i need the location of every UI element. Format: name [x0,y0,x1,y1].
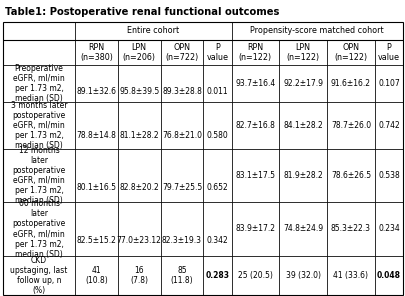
Text: 81.9±28.2: 81.9±28.2 [283,171,323,180]
Text: 80.1±16.5: 80.1±16.5 [77,183,117,192]
Text: 0.580: 0.580 [207,131,228,140]
Text: 82.8±20.2: 82.8±20.2 [119,183,159,192]
Text: 41
(10.8): 41 (10.8) [85,266,108,285]
Text: 78.7±26.0: 78.7±26.0 [331,121,371,130]
Text: RPN
(n=122): RPN (n=122) [239,43,272,62]
Text: 0.342: 0.342 [207,236,228,245]
Text: 93.7±16.4: 93.7±16.4 [235,79,275,88]
Text: 16
(7.8): 16 (7.8) [130,266,148,285]
Text: 78.8±14.8: 78.8±14.8 [77,131,116,140]
Text: 89.1±32.6: 89.1±32.6 [77,87,117,96]
Text: 84.1±28.2: 84.1±28.2 [283,121,323,130]
Text: 39 (32.0): 39 (32.0) [286,271,321,280]
Text: 85
(11.8): 85 (11.8) [171,266,193,285]
Text: 85.3±22.3: 85.3±22.3 [331,224,371,234]
Text: 0.048: 0.048 [377,271,401,280]
Text: 91.6±16.2: 91.6±16.2 [331,79,371,88]
Text: 0.107: 0.107 [378,79,400,88]
Text: P
value: P value [207,43,228,62]
Text: 3 months later
postoperative
eGFR, ml/min
per 1.73 m2,
median (SD): 3 months later postoperative eGFR, ml/mi… [11,101,67,150]
Text: LPN
(n=122): LPN (n=122) [287,43,320,62]
Text: 41 (33.6): 41 (33.6) [333,271,369,280]
Text: 0.652: 0.652 [207,183,228,192]
Text: 0.538: 0.538 [378,171,400,180]
Text: 25 (20.5): 25 (20.5) [238,271,273,280]
Text: Entire cohort: Entire cohort [127,26,179,35]
Text: 92.2±17.9: 92.2±17.9 [283,79,323,88]
Text: 81.1±28.2: 81.1±28.2 [119,131,159,140]
Text: P
value: P value [378,43,400,62]
Text: 95.8±39.5: 95.8±39.5 [119,87,159,96]
Text: Propensity-score matched cohort: Propensity-score matched cohort [250,26,384,35]
Text: 82.3±19.3: 82.3±19.3 [162,236,202,245]
Text: RPN
(n=380): RPN (n=380) [80,43,113,62]
Text: Preoperative
eGFR, ml/min
per 1.73 m2,
median (SD): Preoperative eGFR, ml/min per 1.73 m2, m… [13,64,65,103]
Text: 0.234: 0.234 [378,224,400,234]
Text: 77.0±23.12: 77.0±23.12 [117,236,162,245]
Text: 12 months
later
postoperative
eGFR, ml/min
per 1.73 m2,
median (SD): 12 months later postoperative eGFR, ml/m… [13,146,66,205]
Text: CKD
upstaging, last
follow up, n
(%): CKD upstaging, last follow up, n (%) [11,255,68,295]
Text: 60 months
later
postoperative
eGFR, ml/min
per 1.73 m2,
median (SD): 60 months later postoperative eGFR, ml/m… [13,199,66,259]
Text: 79.7±25.5: 79.7±25.5 [162,183,202,192]
Text: LPN
(n=206): LPN (n=206) [123,43,156,62]
Text: 82.7±16.8: 82.7±16.8 [235,121,275,130]
Text: 83.9±17.2: 83.9±17.2 [235,224,275,234]
Text: 76.8±21.0: 76.8±21.0 [162,131,202,140]
Text: 83.1±17.5: 83.1±17.5 [235,171,275,180]
Text: 0.283: 0.283 [205,271,229,280]
Text: OPN
(n=722): OPN (n=722) [165,43,198,62]
Text: 74.8±24.9: 74.8±24.9 [283,224,323,234]
Text: OPN
(n=122): OPN (n=122) [335,43,367,62]
Text: 0.742: 0.742 [378,121,400,130]
Text: 89.3±28.8: 89.3±28.8 [162,87,202,96]
Text: Table1: Postoperative renal functional outcomes: Table1: Postoperative renal functional o… [5,7,279,17]
Text: 0.011: 0.011 [207,87,228,96]
Text: 82.5±15.2: 82.5±15.2 [77,236,116,245]
Text: 78.6±26.5: 78.6±26.5 [331,171,371,180]
